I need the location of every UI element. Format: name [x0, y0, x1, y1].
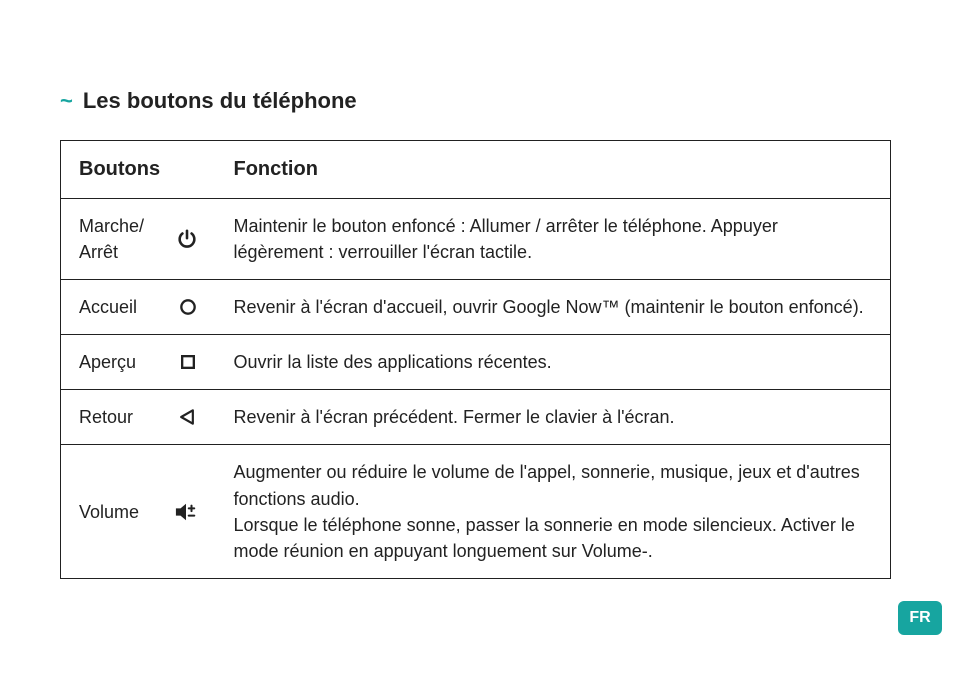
section-title-row: ~ Les boutons du téléphone	[60, 88, 894, 114]
button-label: Volume	[79, 499, 139, 525]
table-row: Retour Revenir à l'écran précédent. Ferm…	[61, 390, 891, 445]
function-text: Augmenter ou réduire le volume de l'appe…	[216, 445, 891, 578]
language-badge: FR	[898, 601, 942, 635]
function-text: Revenir à l'écran d'accueil, ouvrir Goog…	[216, 280, 891, 335]
button-label: Accueil	[79, 294, 137, 320]
col-header-fonction: Fonction	[216, 141, 891, 199]
button-cell: Marche/ Arrêt	[79, 213, 198, 265]
function-text: Maintenir le bouton enfoncé : Allumer / …	[216, 199, 891, 280]
function-text: Ouvrir la liste des applications récente…	[216, 335, 891, 390]
language-badge-label: FR	[909, 609, 930, 627]
power-icon	[176, 228, 198, 250]
tilde-icon: ~	[60, 88, 73, 114]
table-row: Volume Augmenter ou réduire le volume de…	[61, 445, 891, 578]
table-header-row: Boutons Fonction	[61, 141, 891, 199]
section-title: Les boutons du téléphone	[83, 88, 357, 114]
button-label: Marche/ Arrêt	[79, 213, 144, 265]
table-row: Accueil Revenir à l'écran d'accueil, ouv…	[61, 280, 891, 335]
button-label: Retour	[79, 404, 133, 430]
circle-outline-icon	[178, 297, 198, 317]
speaker-volume-icon	[174, 501, 198, 523]
square-outline-icon	[178, 352, 198, 372]
button-cell: Volume	[79, 499, 198, 525]
button-cell: Aperçu	[79, 349, 198, 375]
table-row: Aperçu Ouvrir la liste des applications …	[61, 335, 891, 390]
button-cell: Retour	[79, 404, 198, 430]
triangle-back-icon	[176, 407, 198, 427]
button-label: Aperçu	[79, 349, 136, 375]
button-cell: Accueil	[79, 294, 198, 320]
table-row: Marche/ Arrêt Maintenir le bouton enfonc…	[61, 199, 891, 280]
buttons-table: Boutons Fonction Marche/ Arrêt	[60, 140, 891, 579]
col-header-boutons: Boutons	[61, 141, 216, 199]
page: ~ Les boutons du téléphone Boutons Fonct…	[0, 0, 954, 675]
function-text: Revenir à l'écran précédent. Fermer le c…	[216, 390, 891, 445]
